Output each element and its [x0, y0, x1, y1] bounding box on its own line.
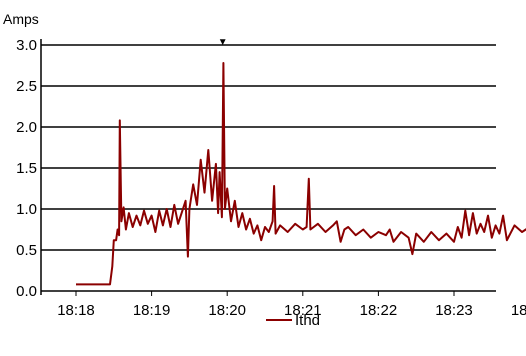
x-tick-18:24: 18:24 — [511, 302, 526, 319]
axes — [40, 39, 496, 296]
y-axis-title: Amps — [3, 11, 39, 27]
y-tick-2.5: 2.5 — [16, 78, 37, 95]
horizontal-gridlines — [41, 44, 496, 251]
x-tick-18:19: 18:19 — [133, 302, 171, 319]
legend: Ithd — [266, 312, 320, 329]
x-tick-18:18: 18:18 — [57, 302, 95, 319]
series-layer — [76, 62, 526, 286]
x-tick-18:21: 18:21 — [284, 302, 322, 319]
y-tick-3.0: 3.0 — [16, 37, 37, 54]
y-tick-labels: 0.0 0.5 1.0 1.5 2.0 2.5 3.0 — [16, 37, 37, 300]
x-tick-18:20: 18:20 — [208, 302, 246, 319]
x-tick-18:23: 18:23 — [435, 302, 473, 319]
series-line-ithd — [76, 62, 526, 286]
event-marker: ▼ — [218, 37, 228, 48]
y-tick-0.5: 0.5 — [16, 242, 37, 259]
x-tick-18:22: 18:22 — [360, 302, 398, 319]
y-tick-2.0: 2.0 — [16, 119, 37, 136]
y-tick-1.5: 1.5 — [16, 160, 37, 177]
x-tick-labels: 18:18 18:19 18:20 18:21 18:22 18:23 18:24 — [57, 302, 526, 319]
y-tick-1.0: 1.0 — [16, 201, 37, 218]
y-tick-0.0: 0.0 — [16, 283, 37, 300]
legend-label-ithd: Ithd — [295, 312, 320, 329]
